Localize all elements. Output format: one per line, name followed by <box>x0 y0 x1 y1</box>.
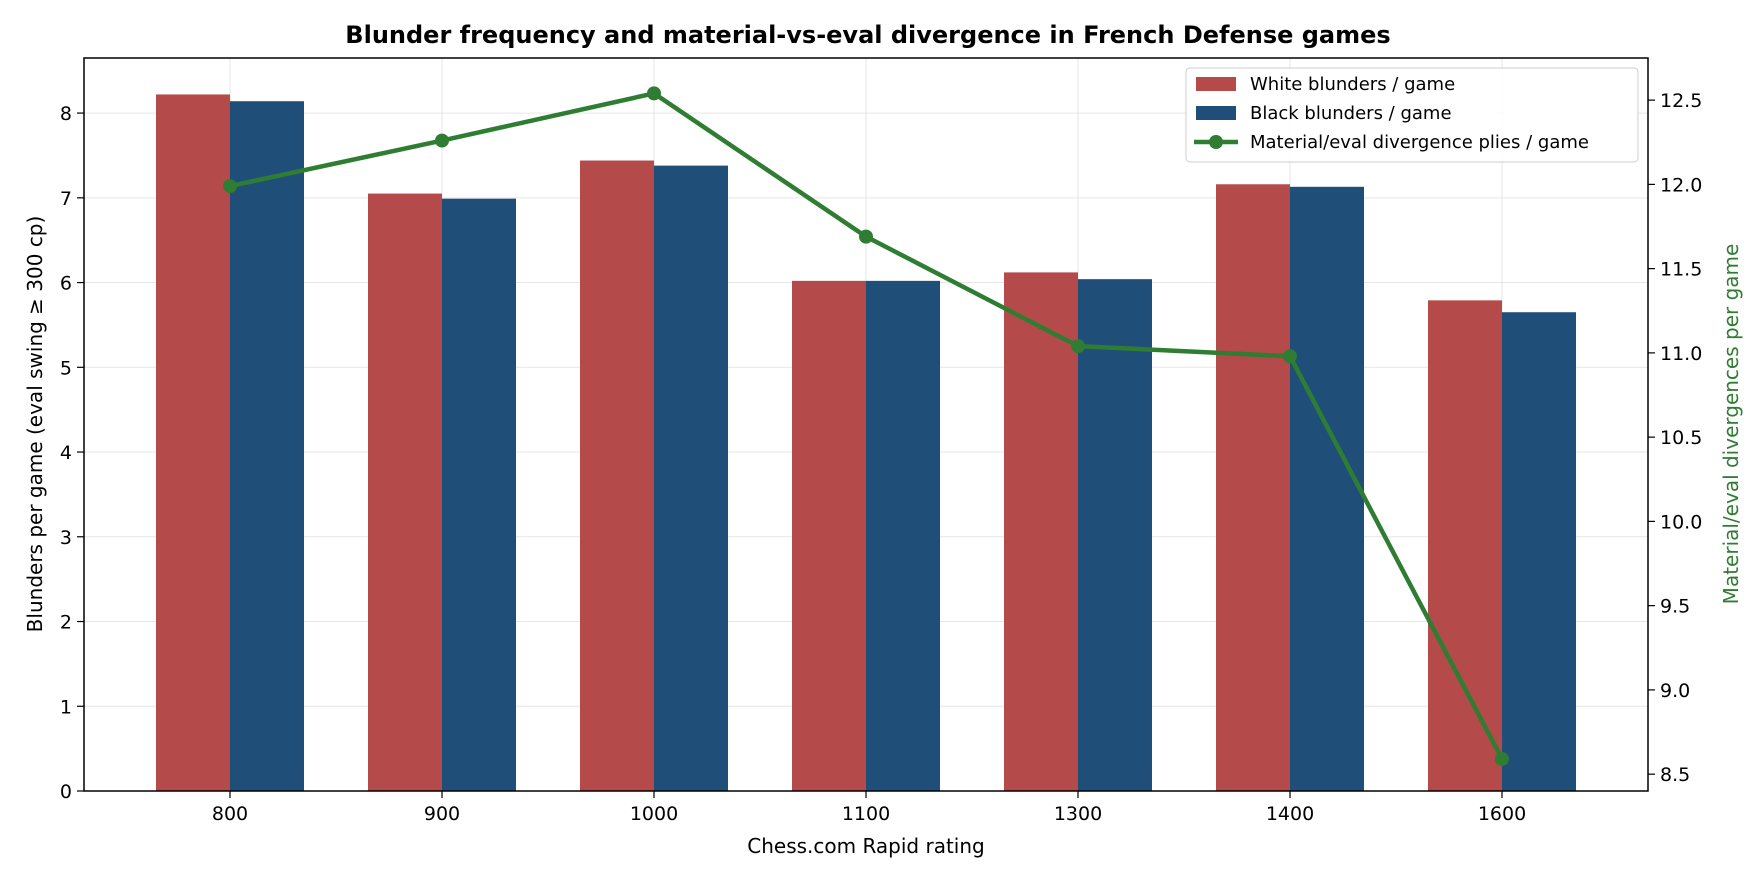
x-axis-title: Chess.com Rapid rating <box>747 834 984 858</box>
bar-black-blunders <box>654 165 728 792</box>
bar-black-blunders <box>442 198 516 791</box>
chart-title: Blunder frequency and material-vs-eval d… <box>345 21 1390 49</box>
divergence-point <box>1071 339 1085 354</box>
y-tick-label: 2 <box>60 612 72 634</box>
bar-white-blunders <box>1216 184 1290 791</box>
x-tick-label: 800 <box>212 803 248 825</box>
y2-axis-ticks: 8.5 9.0 9.5 10.0 10.5 11.0 11.5 12.0 12.5 <box>1648 90 1702 786</box>
y2-tick-label: 10.0 <box>1660 511 1702 533</box>
x-axis-ticks: 800 900 1000 1100 1300 1400 1600 <box>212 791 1526 825</box>
divergence-point <box>1495 751 1509 766</box>
y-tick-label: 8 <box>60 103 72 125</box>
bar-black-blunders <box>1502 312 1576 791</box>
legend-swatch-marker <box>1209 135 1223 149</box>
legend: White blunders / game Black blunders / ga… <box>1185 67 1639 163</box>
x-tick-label: 1100 <box>842 803 890 825</box>
y-tick-label: 6 <box>60 273 72 295</box>
divergence-point <box>647 86 661 101</box>
legend-label-white: White blunders / game <box>1250 74 1455 95</box>
legend-box <box>1185 67 1639 163</box>
y-axis-ticks: 0 1 2 3 4 5 6 7 8 <box>60 103 84 803</box>
y2-tick-label: 11.0 <box>1660 343 1702 365</box>
y2-axis-title: Material/eval divergences per game <box>1719 244 1743 605</box>
bar-black-blunders <box>1078 279 1152 791</box>
bar-black-blunders <box>866 280 940 791</box>
y-tick-label: 7 <box>60 188 72 210</box>
legend-label-black: Black blunders / game <box>1250 103 1452 124</box>
bar-white-blunders <box>580 160 654 791</box>
bar-black-blunders <box>1290 186 1364 791</box>
y-tick-label: 1 <box>60 696 72 718</box>
legend-swatch-black <box>1196 106 1236 120</box>
y-tick-label: 5 <box>60 357 72 379</box>
x-tick-label: 900 <box>424 803 460 825</box>
bar-white-blunders <box>792 280 866 791</box>
y2-tick-label: 12.5 <box>1660 90 1702 112</box>
x-tick-label: 1600 <box>1478 803 1526 825</box>
divergence-point <box>1283 349 1297 364</box>
divergence-point <box>435 133 449 148</box>
y2-tick-label: 10.5 <box>1660 427 1702 449</box>
divergence-point <box>859 229 873 244</box>
y2-tick-label: 11.5 <box>1660 259 1702 281</box>
bar-white-blunders <box>368 193 442 792</box>
bar-white-blunders <box>1428 300 1502 791</box>
bars-layer <box>156 94 1576 792</box>
x-tick-label: 1400 <box>1266 803 1314 825</box>
y2-tick-label: 8.5 <box>1660 764 1690 786</box>
y-tick-label: 4 <box>60 442 72 464</box>
legend-swatch-white <box>1196 77 1236 91</box>
bar-black-blunders <box>230 101 304 791</box>
bar-white-blunders <box>1004 272 1078 791</box>
legend-label-divergence: Material/eval divergence plies / game <box>1250 132 1589 153</box>
y-tick-label: 3 <box>60 527 72 549</box>
y-axis-title: Blunders per game (eval swing ≥ 300 cp) <box>23 216 47 633</box>
y2-tick-label: 9.0 <box>1660 680 1690 702</box>
line-layer <box>223 86 1509 766</box>
x-tick-label: 1300 <box>1054 803 1102 825</box>
x-tick-label: 1000 <box>630 803 678 825</box>
divergence-point <box>223 179 237 194</box>
y2-tick-label: 12.0 <box>1660 174 1702 196</box>
y-tick-label: 0 <box>60 781 72 803</box>
y2-tick-label: 9.5 <box>1660 596 1690 618</box>
bar-white-blunders <box>156 94 230 791</box>
